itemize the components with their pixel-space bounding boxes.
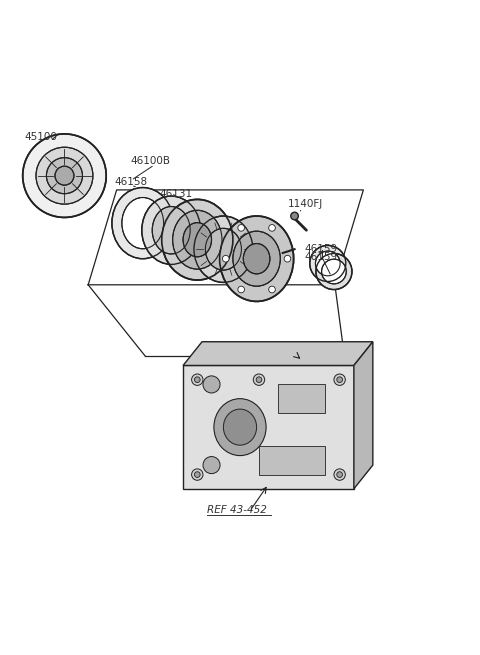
- Bar: [259, 446, 325, 475]
- Ellipse shape: [316, 253, 352, 290]
- Ellipse shape: [334, 374, 345, 385]
- Text: 46158: 46158: [114, 177, 147, 187]
- Ellipse shape: [36, 147, 93, 204]
- Ellipse shape: [192, 374, 203, 385]
- Ellipse shape: [269, 225, 276, 231]
- Ellipse shape: [219, 216, 294, 301]
- Ellipse shape: [233, 231, 280, 286]
- Ellipse shape: [310, 246, 346, 282]
- Text: 46159: 46159: [304, 252, 337, 261]
- Ellipse shape: [322, 259, 346, 284]
- Ellipse shape: [55, 166, 74, 185]
- Ellipse shape: [23, 134, 106, 217]
- Ellipse shape: [238, 225, 244, 231]
- Ellipse shape: [256, 377, 262, 383]
- Ellipse shape: [194, 472, 200, 477]
- Ellipse shape: [142, 196, 201, 265]
- Ellipse shape: [194, 216, 253, 282]
- Ellipse shape: [307, 395, 324, 412]
- Ellipse shape: [293, 457, 310, 474]
- Ellipse shape: [205, 229, 241, 270]
- Ellipse shape: [203, 457, 220, 474]
- Ellipse shape: [253, 374, 264, 385]
- Ellipse shape: [214, 399, 266, 456]
- Ellipse shape: [334, 469, 345, 480]
- Text: 46100B: 46100B: [131, 156, 171, 166]
- Ellipse shape: [194, 377, 200, 383]
- Ellipse shape: [238, 286, 244, 293]
- Ellipse shape: [243, 244, 270, 274]
- Polygon shape: [183, 365, 354, 489]
- Ellipse shape: [162, 199, 233, 280]
- Ellipse shape: [269, 286, 276, 293]
- Text: 46159: 46159: [304, 244, 337, 253]
- Ellipse shape: [183, 223, 212, 257]
- Ellipse shape: [192, 469, 203, 480]
- Text: 45100: 45100: [24, 132, 57, 142]
- Polygon shape: [354, 342, 373, 489]
- Polygon shape: [183, 342, 373, 365]
- Bar: [278, 384, 325, 413]
- Ellipse shape: [222, 255, 229, 262]
- Ellipse shape: [337, 472, 343, 477]
- Ellipse shape: [47, 158, 83, 194]
- Ellipse shape: [223, 409, 257, 445]
- Text: 1140FJ: 1140FJ: [288, 198, 323, 208]
- Ellipse shape: [203, 376, 220, 393]
- Ellipse shape: [112, 187, 174, 259]
- Text: 46131: 46131: [159, 189, 192, 199]
- Ellipse shape: [152, 206, 190, 254]
- Ellipse shape: [122, 198, 164, 249]
- Ellipse shape: [284, 255, 291, 262]
- Text: REF 43-452: REF 43-452: [207, 506, 267, 515]
- Ellipse shape: [291, 212, 299, 220]
- Ellipse shape: [337, 377, 343, 383]
- Ellipse shape: [173, 210, 222, 269]
- Ellipse shape: [315, 251, 340, 276]
